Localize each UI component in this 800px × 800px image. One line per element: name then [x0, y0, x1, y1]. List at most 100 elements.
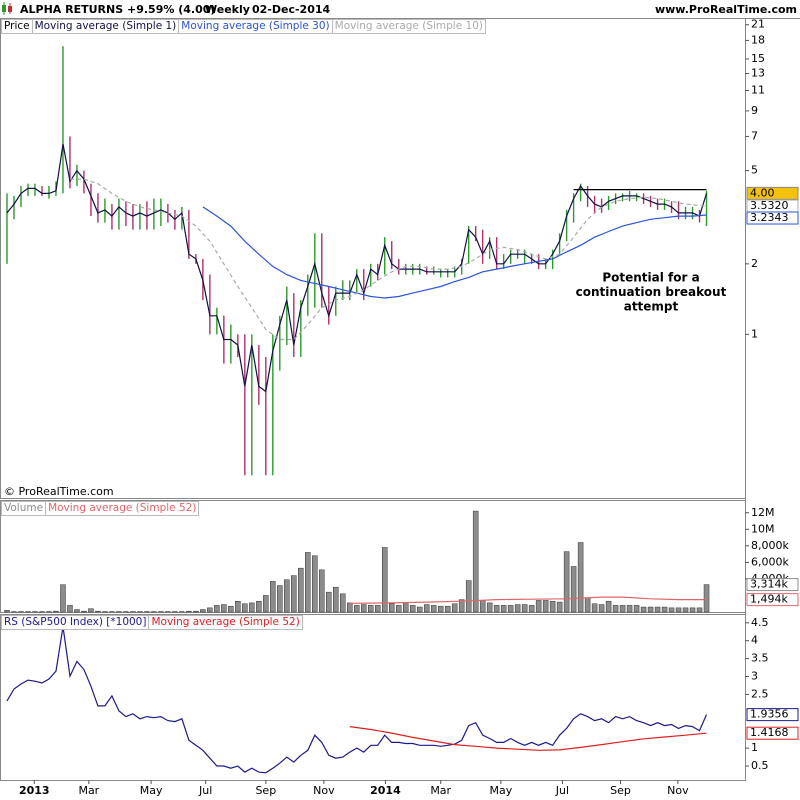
last-value-box [746, 578, 799, 592]
volume-bar [326, 591, 332, 613]
volume-bar [4, 610, 10, 613]
x-tick-label: 2013 [19, 784, 50, 797]
legend-entry: Moving average (Simple 10) [331, 19, 486, 34]
volume-bar [542, 600, 549, 613]
plot-area [6, 46, 708, 476]
volume-bar [291, 575, 297, 613]
volume-bar [647, 606, 654, 613]
logo-icon [2, 2, 12, 15]
last-value-box [746, 726, 799, 740]
panel-frame [0, 614, 746, 781]
x-tick-label: Nov [667, 784, 689, 797]
volume-bar [584, 597, 591, 613]
volume-bar [703, 584, 710, 613]
volume-bar [654, 606, 661, 613]
volume-bar [186, 610, 192, 613]
volume-bar [193, 610, 199, 613]
y-tick-label: 15 [751, 52, 765, 65]
volume-bar [689, 607, 696, 613]
copyright: © ProRealTime.com [4, 485, 114, 498]
volume-bar [361, 604, 367, 613]
volume-bar [319, 569, 325, 613]
change: +9.59% (4.00) [127, 3, 215, 16]
plot-area [6, 626, 708, 774]
volume-bar [88, 608, 94, 613]
volume-bar [598, 604, 605, 613]
volume-bar [640, 606, 647, 613]
y-tick-label: 11 [751, 83, 765, 96]
legend: Volume Moving average (Simple 52) [1, 501, 200, 516]
series-line [349, 726, 707, 751]
volume-bar [256, 600, 262, 613]
volume-bar [340, 593, 346, 613]
volume-bar [381, 547, 388, 613]
y-tick-label: 3 [751, 670, 758, 683]
legend-entry: RS (S&P500 Index) [*1000] [1, 615, 150, 630]
volume-bar [270, 581, 276, 613]
volume-bar [228, 605, 234, 613]
volume-bar [514, 604, 521, 613]
last-value-label: 4.00 [750, 186, 775, 199]
volume-bar [528, 605, 535, 613]
volume-bar [633, 605, 640, 613]
last-value-label: 1.4168 [750, 726, 789, 739]
last-value-label: 3,314k [750, 578, 788, 591]
volume-bar [395, 605, 402, 613]
y-tick-label: 3.5 [751, 652, 769, 665]
volume-bar [53, 610, 59, 613]
volume-bar [388, 603, 395, 613]
volume-bar [354, 605, 360, 613]
volume-bar [409, 605, 416, 613]
volume-bar [570, 566, 577, 613]
volume-bar [242, 603, 248, 613]
volume-bar [60, 584, 66, 613]
y-tick-label: 9 [751, 104, 758, 117]
y-tick-label: 1 [751, 741, 758, 754]
last-value-box [746, 708, 799, 722]
volume-bar [458, 599, 465, 613]
volume-bar [214, 605, 220, 613]
x-tick-label: Mar [78, 784, 99, 797]
volume-bar [284, 579, 290, 613]
y-tick-label: 6,000k [751, 555, 789, 568]
volume-bar [472, 510, 479, 613]
volume-bar [619, 605, 626, 613]
y-tick-label: 2 [751, 257, 758, 270]
legend-entry: Moving average (Simple 30) [178, 19, 333, 34]
x-tick-label: Jul [198, 784, 212, 797]
volume-bar [374, 605, 381, 613]
symbol: ALPHA RETURNS [20, 3, 123, 16]
volume-bar [263, 595, 269, 613]
x-tick-label: Sep [255, 784, 276, 797]
volume-bar [591, 603, 598, 613]
volume-bar [612, 605, 619, 613]
y-tick-label: 18 [751, 33, 765, 46]
volume-bar [535, 600, 542, 613]
volume-bar [549, 600, 556, 613]
volume-bar [249, 602, 255, 613]
volume-bar [305, 552, 311, 613]
volume-bar [507, 605, 514, 613]
y-tick-label: 5 [751, 164, 758, 177]
volume-bar [416, 606, 423, 613]
volume-bar [74, 609, 80, 613]
annotation: Potential for a [602, 271, 699, 285]
y-tick-label: 21 [751, 18, 765, 31]
volume-bar [682, 607, 689, 613]
volume-bar [451, 603, 458, 613]
x-tick-label: May [489, 784, 512, 797]
y-tick-label: 7 [751, 129, 758, 142]
volume-bar [298, 567, 304, 613]
volume-bar [235, 600, 241, 613]
series-line [349, 596, 707, 604]
plot-area [4, 510, 710, 613]
annotation: continuation breakout [576, 285, 727, 299]
legend: RS (S&P500 Index) [*1000] Moving average … [1, 615, 303, 630]
volume-bar [67, 605, 73, 613]
annotation: attempt [624, 300, 679, 314]
volume-bar [626, 605, 633, 613]
last-value-label: 3.2343 [750, 211, 789, 224]
